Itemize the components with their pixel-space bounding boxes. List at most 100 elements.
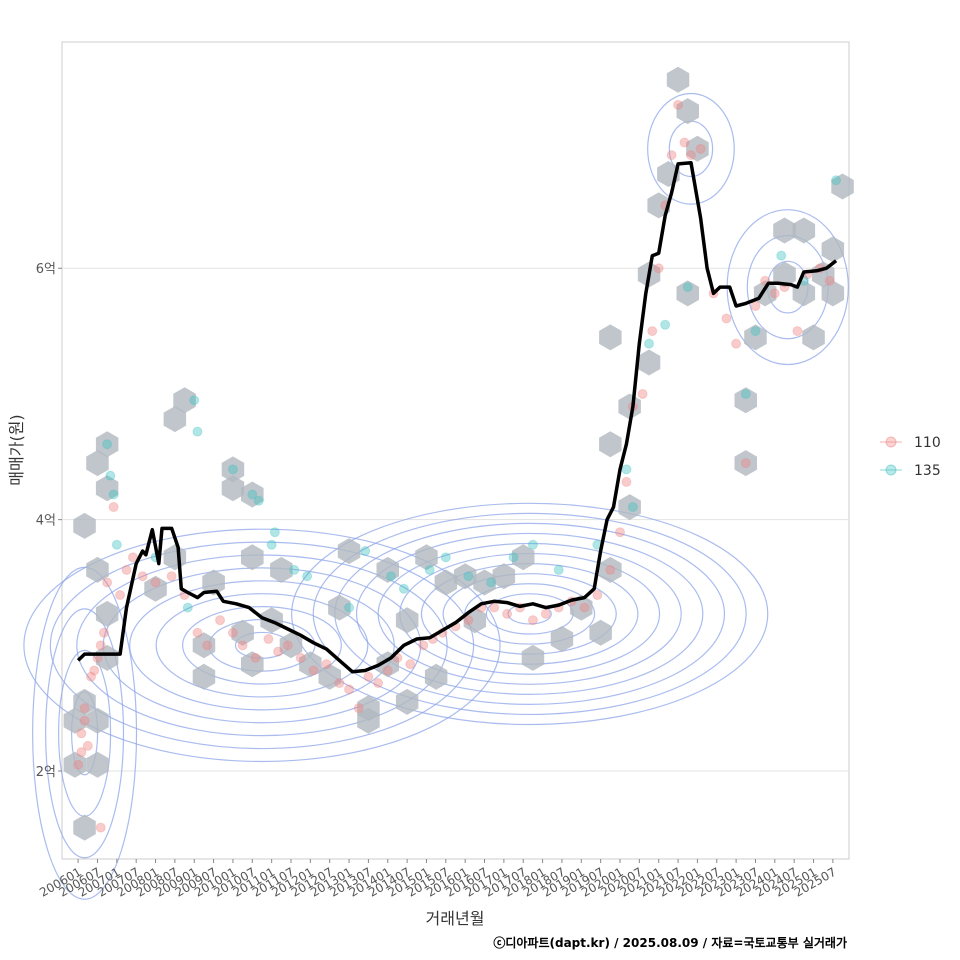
y-axis: 2억 4억 6억 [36,262,62,780]
hex-bin [676,98,699,125]
hex-bin [550,626,574,652]
data-point-110 [334,678,345,689]
legend-marker-135 [885,464,897,476]
data-point-110 [382,665,393,676]
density-contour [647,92,735,205]
data-point-110 [353,703,364,714]
data-point-135 [111,539,122,550]
data-point-110 [750,300,761,311]
density-contour [49,541,475,750]
data-points [73,99,842,833]
data-point-110 [98,627,109,638]
data-point-110 [489,602,500,613]
hex-bin [241,651,264,678]
hex-bin [453,563,477,590]
data-point-110 [695,143,706,154]
data-point-135 [105,470,116,481]
data-point-110 [89,665,100,676]
hex-bin [86,450,109,477]
hex-bin [86,556,109,583]
hex-bin [792,217,816,244]
hex-bin [831,173,854,200]
hex-bin [492,563,516,590]
hex-bin [415,544,438,571]
density-contour [23,528,501,763]
hex-bin [773,217,796,244]
data-point-110 [308,665,319,676]
data-point-110 [605,564,616,575]
data-point-110 [273,646,284,657]
data-point-110 [344,684,355,695]
data-point-110 [418,640,429,651]
data-point-110 [86,671,97,682]
data-point-110 [115,590,126,601]
data-point-110 [73,759,84,770]
hex-bin [192,632,216,659]
data-point-135 [553,564,564,575]
data-point-110 [592,590,603,601]
hex-bin [424,663,448,690]
data-point-110 [295,652,306,663]
y-tick-label: 4억 [36,514,56,529]
hex-bin [434,569,458,596]
data-point-110 [192,627,203,638]
data-point-110 [579,602,590,613]
data-point-135 [344,602,355,613]
hex-bin [241,481,264,508]
data-point-110 [502,608,513,619]
data-point-135 [253,495,264,506]
hex-bin [299,651,322,678]
data-point-110 [79,703,90,714]
data-point-110 [363,671,374,682]
hex-bin [395,607,419,634]
density-contour [32,566,138,900]
hex-bin [376,556,399,583]
hex-bin [521,644,545,671]
hex-bin [279,632,303,659]
density-contour [102,567,422,724]
data-point-110 [227,627,238,638]
hex-bin [95,431,119,458]
x-axis: 2006012006072007012007072008012008072009… [37,859,839,900]
data-point-110 [824,275,835,286]
data-point-135 [302,571,313,582]
data-point-110 [150,577,161,588]
data-point-135 [485,577,496,588]
data-point-110 [673,99,684,110]
data-point-135 [621,464,632,475]
data-point-110 [237,640,248,651]
hex-bin [337,538,361,565]
hex-bin [192,663,216,690]
hex-bin [231,619,254,646]
data-point-110 [666,150,677,161]
data-point-110 [614,527,625,538]
density-contour [355,532,704,695]
hex-bin [95,475,119,502]
hex-bin [95,600,119,627]
hex-bin [221,456,245,483]
hex-bin [395,688,419,715]
data-point-110 [166,571,177,582]
data-point-110 [647,326,658,337]
data-point-135 [463,571,474,582]
data-point-110 [721,313,732,324]
density-contour [291,502,769,726]
data-point-135 [289,564,300,575]
data-point-135 [385,571,396,582]
data-point-135 [682,282,693,293]
hex-bin [637,349,661,376]
hex-bin [473,569,496,596]
hex-bin [599,324,622,351]
density-contour [182,606,342,685]
hex-bin [202,569,225,596]
hex-bin [599,556,622,583]
hex-bin [318,663,341,690]
legend-marker-110 [885,436,897,448]
data-point-135 [269,527,280,538]
data-point-110 [282,640,293,651]
data-point-135 [182,602,193,613]
data-point-135 [247,489,258,500]
hex-bin [163,406,187,433]
hex-bins [63,66,854,841]
